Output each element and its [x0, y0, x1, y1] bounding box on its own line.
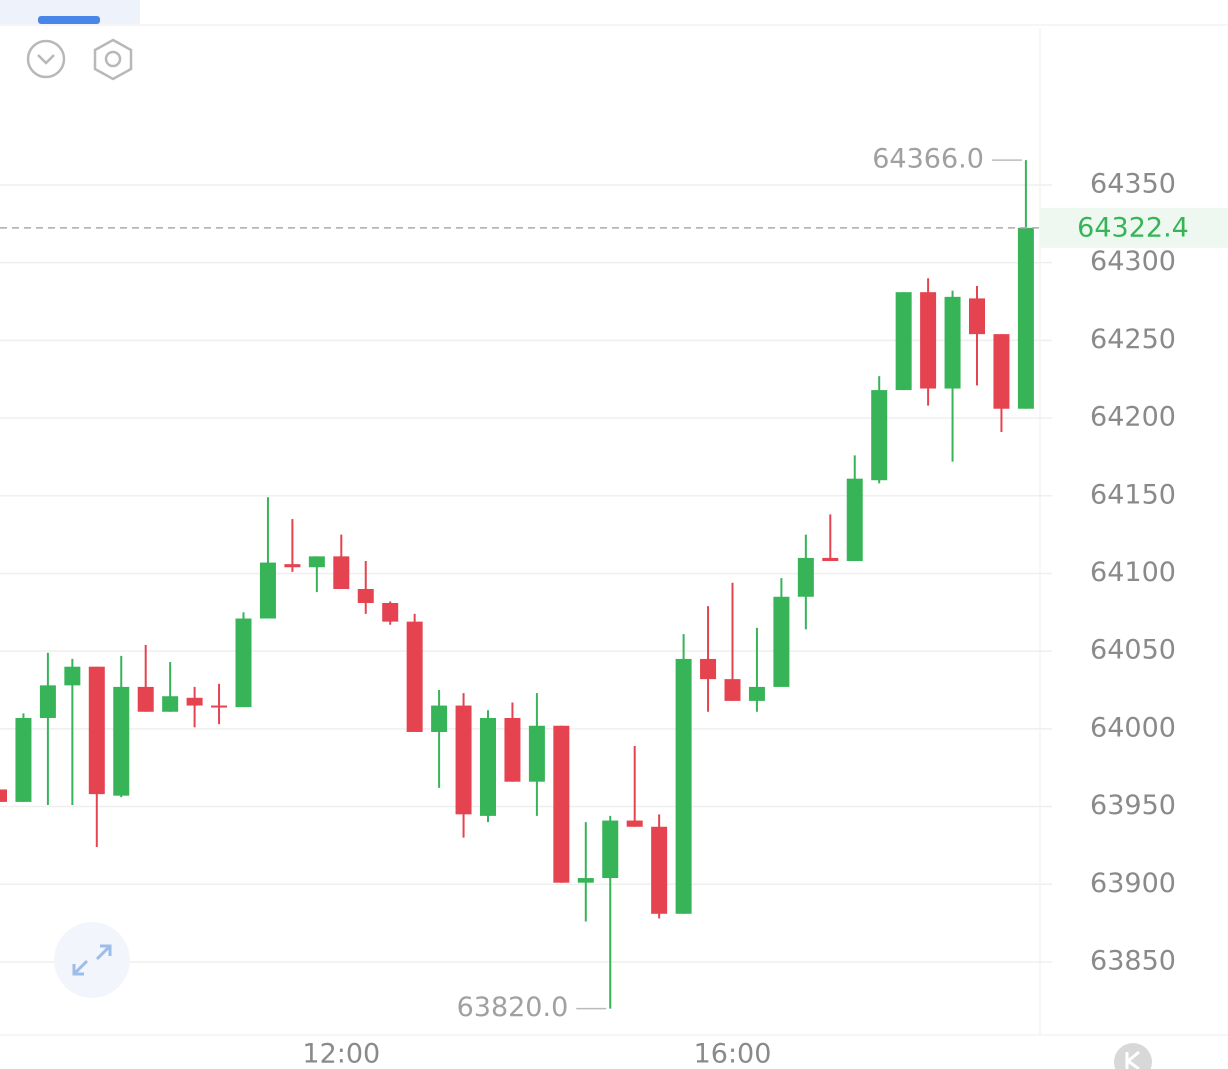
candle-body	[920, 292, 937, 389]
candle-body	[993, 334, 1010, 409]
candle-body	[748, 686, 765, 701]
candle-body	[308, 556, 325, 568]
candle-body	[162, 696, 179, 712]
candle-body	[553, 725, 570, 883]
settings-button[interactable]	[93, 38, 133, 81]
candle-body	[969, 298, 985, 335]
candle-body	[480, 717, 496, 816]
active-tab[interactable]	[38, 16, 100, 24]
candle-body	[406, 621, 423, 732]
x-tick-label: 12:00	[302, 1039, 380, 1069]
x-tick-label: 16:00	[694, 1039, 772, 1069]
y-tick-label: 64350	[1090, 168, 1176, 199]
candle-body	[0, 789, 7, 802]
y-tick-label: 63850	[1090, 945, 1176, 976]
candle-body	[235, 618, 252, 708]
annotation-label: 63820.0	[457, 992, 569, 1023]
candle-body	[626, 820, 643, 827]
y-tick-label: 64100	[1090, 557, 1176, 588]
candle-body	[577, 878, 594, 883]
candle-body	[259, 562, 276, 619]
y-tick-label: 64050	[1090, 635, 1176, 666]
y-tick-label: 64300	[1090, 246, 1176, 277]
annotation-label: 64366.0	[872, 144, 984, 175]
candle-body	[186, 697, 203, 706]
last-price-label: 64322.4	[1077, 212, 1189, 243]
candle-body	[284, 564, 301, 568]
y-tick-label: 64000	[1090, 712, 1176, 743]
y-tick-label: 64250	[1090, 324, 1176, 355]
candle-body	[431, 705, 448, 732]
candle-body	[724, 679, 741, 701]
candle-body	[895, 292, 912, 391]
y-tick-label: 64200	[1090, 402, 1176, 433]
candle-body	[333, 556, 350, 589]
candle-body	[773, 596, 790, 687]
candle-body	[1017, 227, 1034, 409]
candle-body	[675, 658, 692, 914]
candle-body	[64, 666, 81, 686]
candle-body	[357, 588, 374, 603]
candle-body	[15, 717, 32, 802]
y-tick-label: 63900	[1090, 868, 1176, 899]
candle-body	[528, 725, 545, 782]
candle-body	[944, 296, 961, 389]
candle-body	[846, 478, 863, 562]
candle-body	[797, 557, 814, 597]
candle-body	[113, 686, 130, 796]
candle-body	[504, 717, 521, 782]
candle-body	[455, 705, 472, 815]
candle-body	[822, 557, 839, 562]
last-price-box	[1040, 207, 1228, 248]
expand-button[interactable]	[54, 922, 130, 998]
collapse-button[interactable]	[26, 39, 66, 79]
candle-body	[700, 658, 717, 680]
candle-body	[211, 705, 228, 708]
candle-body	[871, 390, 888, 481]
candle-body	[651, 826, 668, 914]
y-tick-label: 63950	[1090, 790, 1176, 821]
k-button[interactable]	[1114, 1043, 1152, 1069]
candle-body	[382, 602, 399, 622]
candle-body	[602, 820, 619, 879]
y-tick-label: 64150	[1090, 479, 1176, 510]
candle-body	[88, 666, 105, 795]
candle-body	[137, 686, 154, 712]
candle-body	[39, 685, 56, 718]
